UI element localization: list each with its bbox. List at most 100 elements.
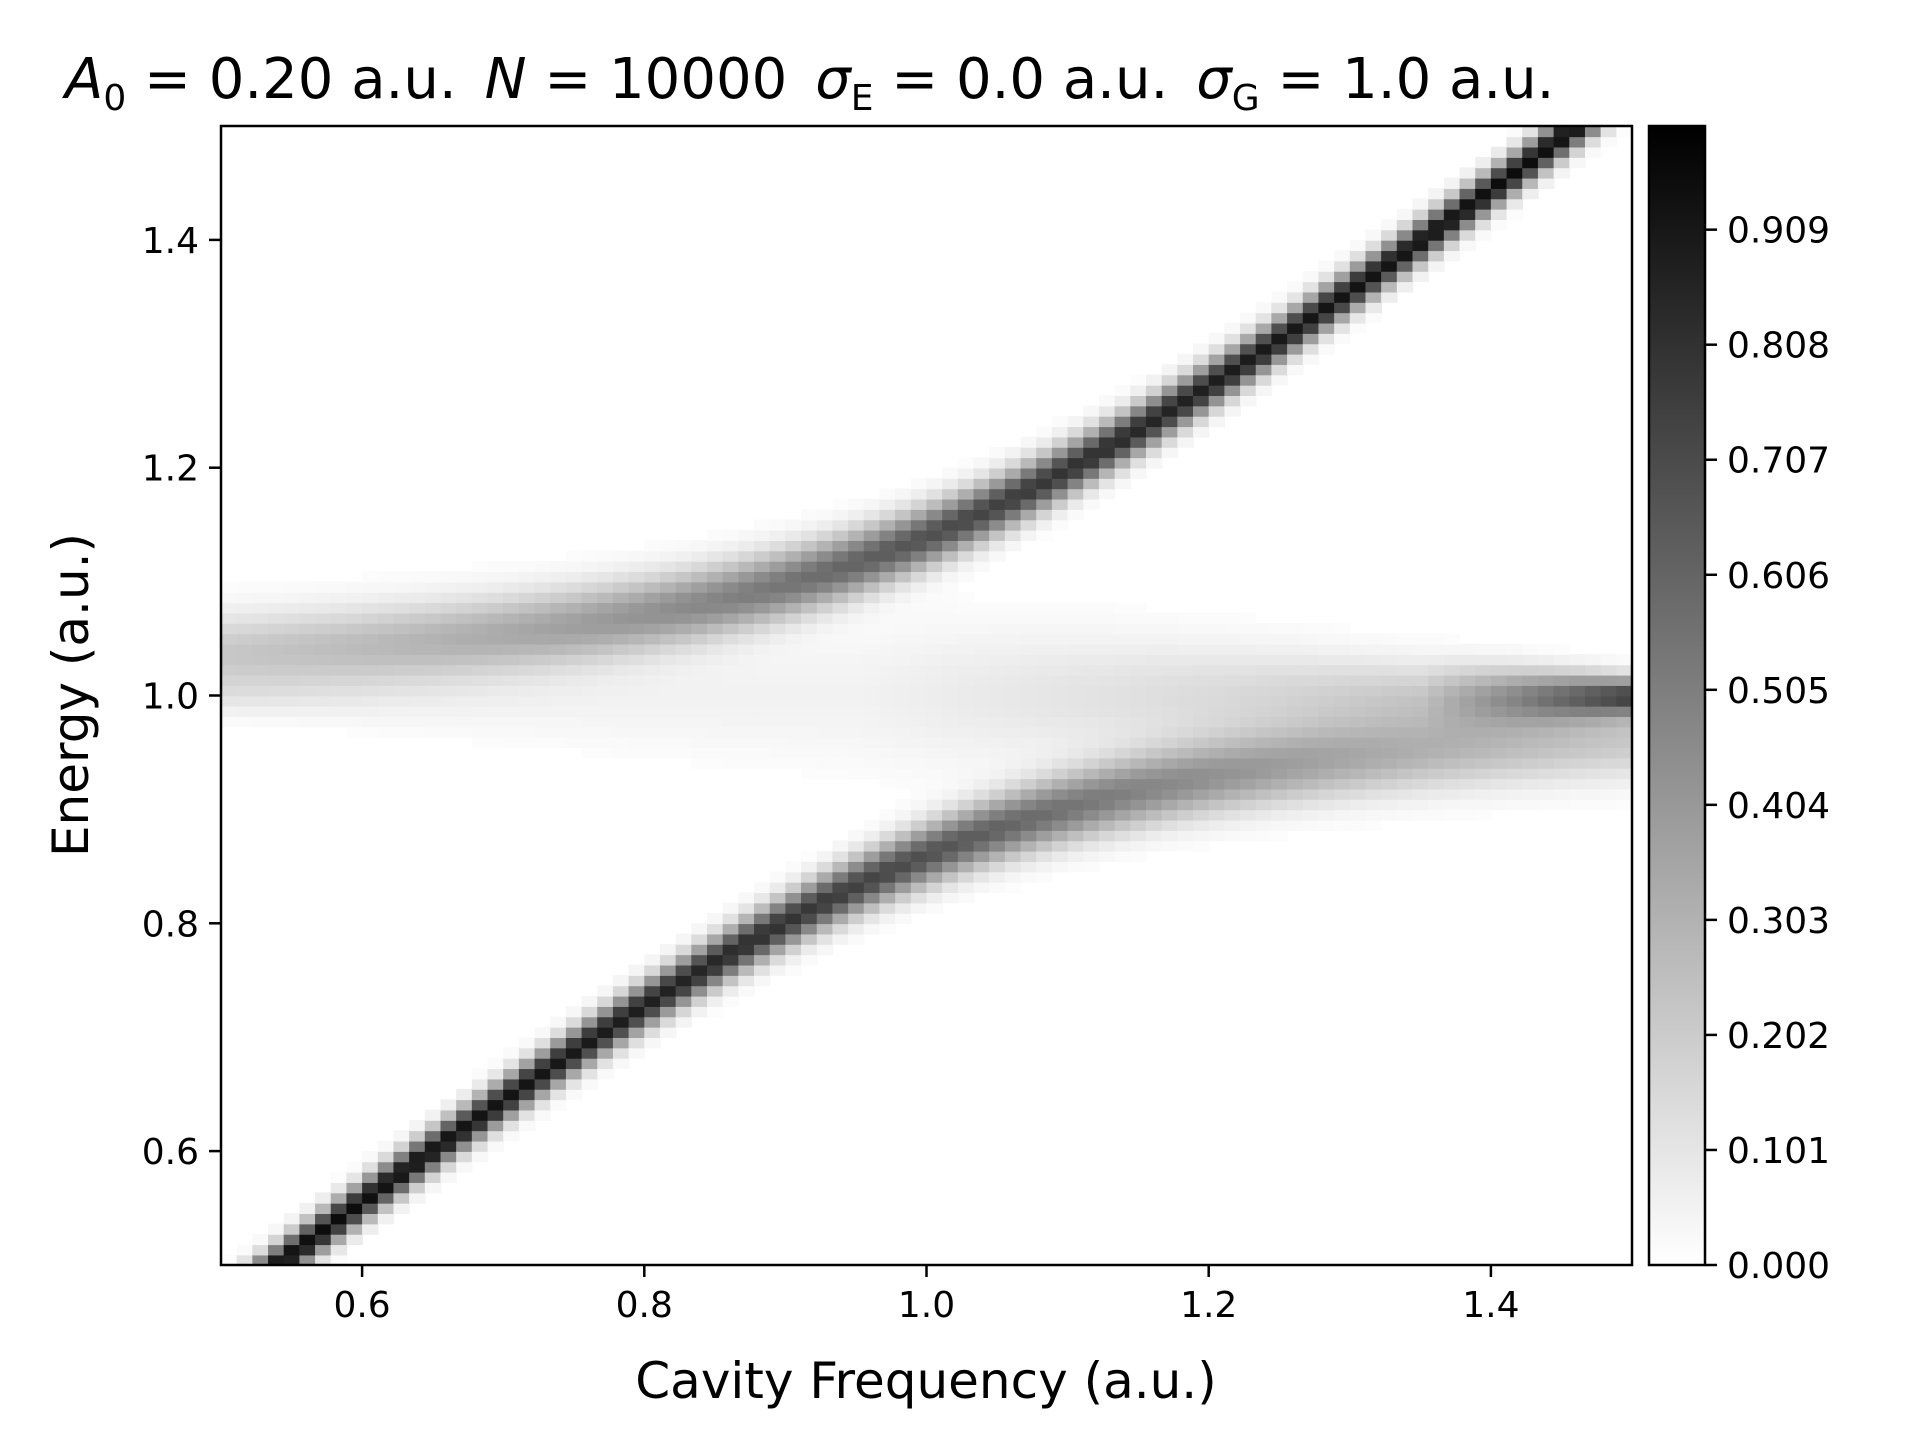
heatmap-cell <box>848 509 865 521</box>
heatmap-cell <box>1051 664 1069 676</box>
heatmap-cell <box>1036 819 1053 831</box>
heatmap-cell <box>879 840 896 852</box>
heatmap-cell <box>268 654 285 666</box>
heatmap-cell <box>1067 695 1085 707</box>
heatmap-cell <box>1396 270 1414 283</box>
heatmap-cell <box>707 944 724 956</box>
heatmap-cell <box>424 654 442 666</box>
heatmap-cell <box>1004 840 1022 852</box>
heatmap-cell <box>1161 726 1179 738</box>
heatmap-cell <box>440 1161 457 1173</box>
heatmap-cell <box>707 560 724 573</box>
heatmap-cell <box>1114 809 1132 821</box>
heatmap-cell <box>879 871 896 883</box>
heatmap-cell <box>1145 695 1163 707</box>
heatmap-cell <box>675 944 693 956</box>
heatmap-cell <box>1114 819 1132 831</box>
heatmap-cell <box>659 654 677 666</box>
heatmap-cell <box>1475 726 1492 738</box>
heatmap-cell <box>1051 612 1069 624</box>
heatmap-cell <box>989 550 1006 562</box>
heatmap-cell <box>1083 446 1100 459</box>
heatmap-cell <box>1020 685 1038 697</box>
heatmap-cell <box>581 612 599 624</box>
heatmap-cell <box>409 602 426 614</box>
heatmap-cell <box>754 964 771 976</box>
heatmap-cell <box>659 560 677 573</box>
heatmap-cell <box>565 674 583 686</box>
heatmap-cell <box>816 602 834 614</box>
heatmap-cell <box>221 654 238 666</box>
heatmap <box>221 126 1632 1265</box>
heatmap-cell <box>926 509 943 521</box>
heatmap-cell <box>769 560 787 573</box>
heatmap-cell <box>1224 726 1241 738</box>
heatmap-cell <box>644 716 661 728</box>
heatmap-cell <box>487 1057 504 1070</box>
heatmap-cell <box>1130 467 1147 479</box>
heatmap-cell <box>1334 333 1351 345</box>
heatmap-cell <box>942 685 959 697</box>
heatmap-cell <box>1098 395 1116 407</box>
heatmap-cell <box>1161 695 1179 707</box>
heatmap-cell <box>1177 685 1194 697</box>
heatmap-cell <box>801 912 818 925</box>
heatmap-cell <box>957 540 975 552</box>
heatmap-cell <box>863 498 881 510</box>
heatmap-cell <box>1098 799 1116 811</box>
heatmap-cell <box>1600 747 1618 759</box>
heatmap-cell <box>1177 664 1194 676</box>
heatmap-cell <box>754 902 771 914</box>
heatmap-cell <box>1145 819 1163 831</box>
heatmap-cell <box>252 705 269 717</box>
heatmap-cell <box>910 643 928 655</box>
heatmap-cell <box>973 726 991 738</box>
heatmap-cell <box>471 654 489 666</box>
heatmap-cell <box>801 602 818 614</box>
heatmap-cell <box>832 685 849 697</box>
heatmap-cell <box>362 716 379 728</box>
heatmap-cell <box>1381 685 1398 697</box>
heatmap-cell <box>1224 788 1241 800</box>
heatmap-cell <box>1302 623 1320 635</box>
heatmap-cell <box>550 633 567 645</box>
heatmap-cell <box>283 654 301 666</box>
heatmap-cell <box>926 591 943 604</box>
heatmap-cell <box>252 1254 269 1265</box>
heatmap-cell <box>957 736 975 749</box>
heatmap-cell <box>1490 157 1508 169</box>
heatmap-cell <box>942 498 959 510</box>
heatmap-cell <box>957 674 975 686</box>
heatmap-cell <box>1553 136 1571 148</box>
heatmap-cell <box>1302 291 1320 303</box>
heatmap-cell <box>1036 612 1053 624</box>
heatmap-cell <box>659 975 677 987</box>
heatmap-cell <box>550 654 567 666</box>
heatmap-cell <box>769 747 787 759</box>
colorbar-tick-label: 0.303 <box>1727 901 1830 942</box>
heatmap-cell <box>1036 767 1053 780</box>
heatmap-cell <box>1334 302 1351 314</box>
heatmap-cell <box>628 1047 646 1059</box>
heatmap-cell <box>1193 830 1210 842</box>
heatmap-cell <box>957 664 975 676</box>
heatmap-cell <box>1255 767 1273 780</box>
heatmap-cell <box>848 912 865 925</box>
heatmap-cell <box>1412 695 1429 707</box>
heatmap-cell <box>409 664 426 676</box>
heatmap-cell <box>1334 819 1351 831</box>
heatmap-cell <box>1490 705 1508 717</box>
heatmap-cell <box>346 1213 363 1225</box>
heatmap-cell <box>1616 788 1632 800</box>
heatmap-cell <box>440 1120 457 1132</box>
heatmap-cell <box>456 674 473 686</box>
heatmap-cell <box>471 1078 489 1090</box>
heatmap-cell <box>879 736 896 749</box>
heatmap-cell <box>1177 353 1194 365</box>
heatmap-cell <box>879 612 896 624</box>
heatmap-cell <box>973 716 991 728</box>
heatmap-cell <box>1459 809 1477 821</box>
heatmap-cell <box>612 705 630 717</box>
heatmap-cell <box>659 705 677 717</box>
heatmap-cell <box>848 674 865 686</box>
